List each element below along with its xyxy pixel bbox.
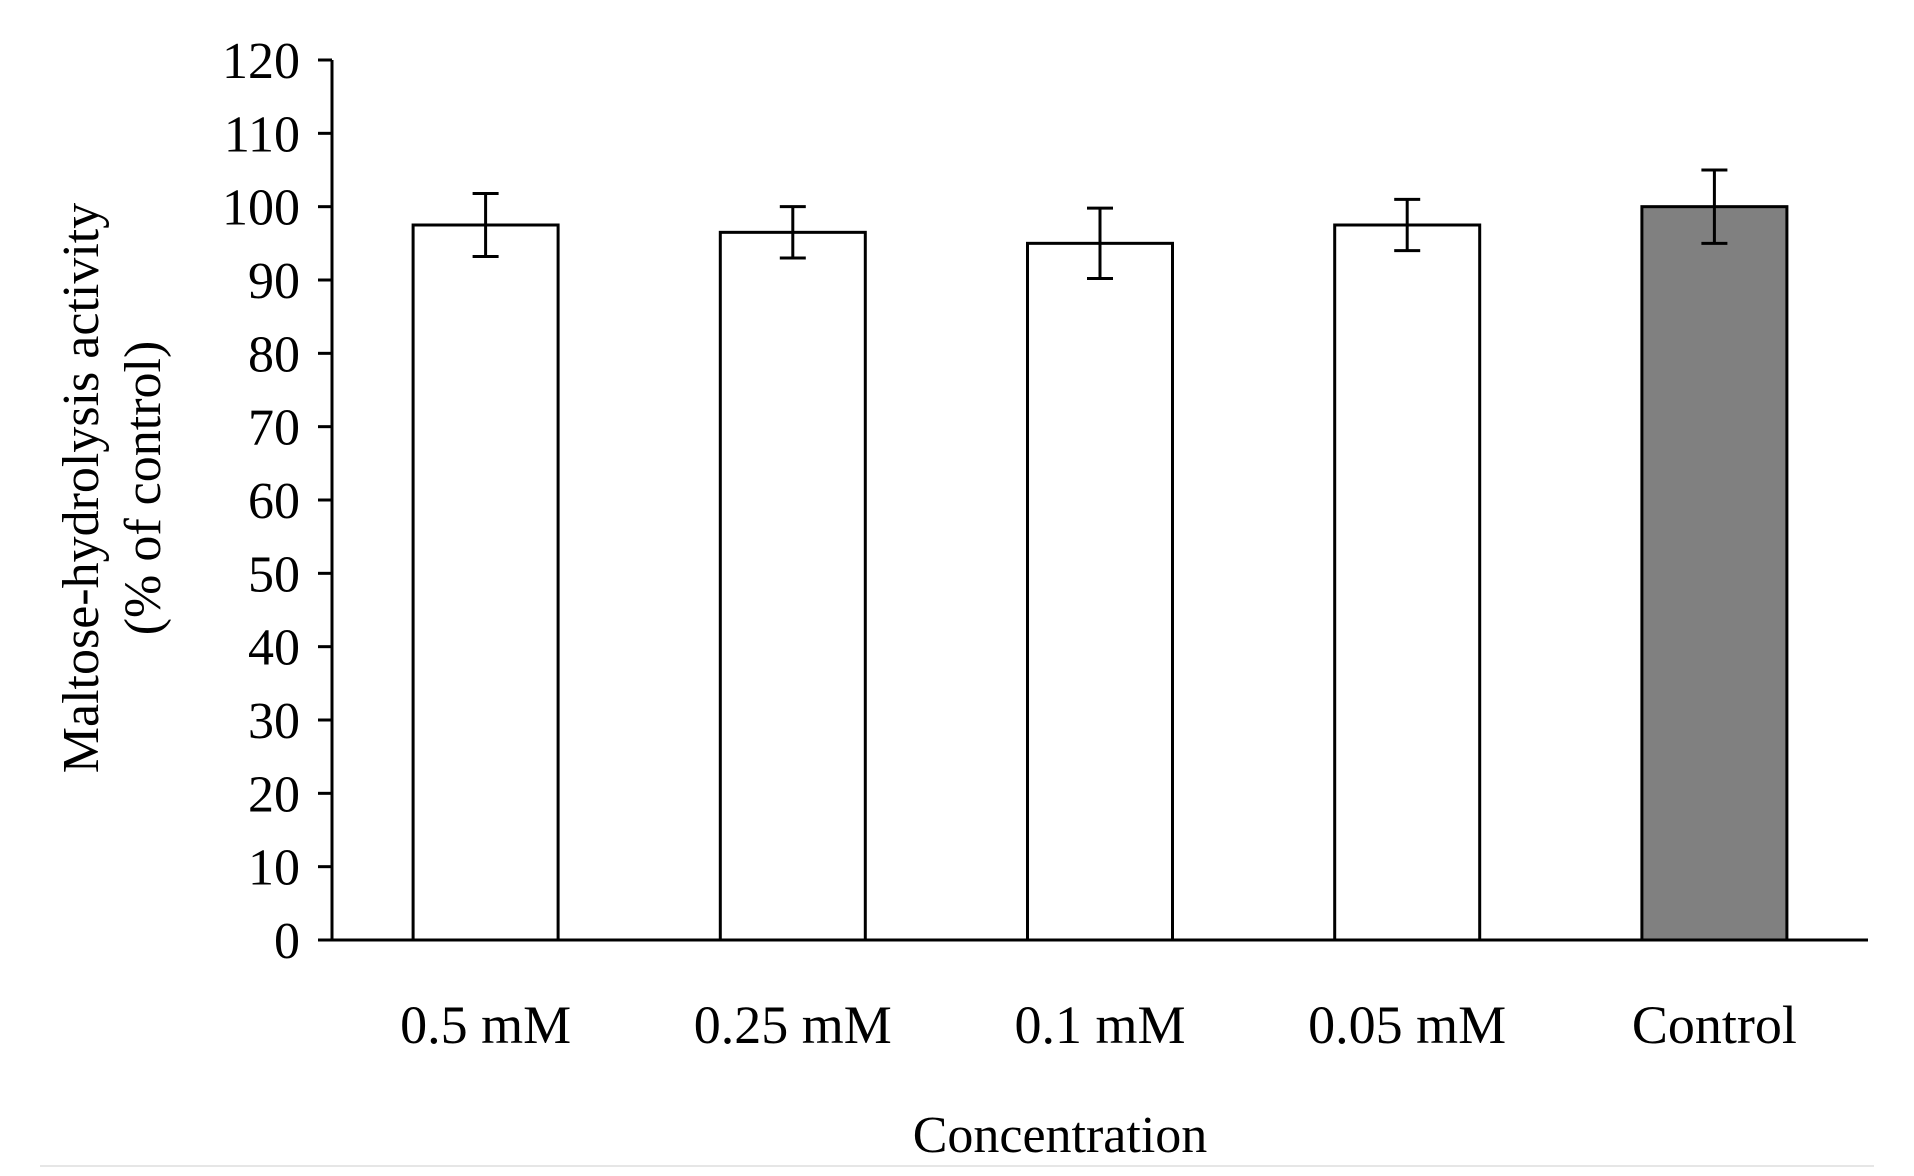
y-tick-label: 30 (248, 693, 300, 750)
y-axis-ticks: 0 10 20 30 40 50 60 70 80 90 100 110 120 (222, 33, 332, 970)
x-axis-tick-labels: 0.5 mM 0.25 mM 0.1 mM 0.05 mM Control (400, 995, 1797, 1055)
bars (411, 205, 1789, 942)
bar-0-5-mm (411, 223, 560, 942)
x-tick-label: 0.1 mM (1014, 995, 1185, 1055)
x-tick-label: 0.05 mM (1308, 995, 1506, 1055)
y-tick-label: 100 (222, 180, 300, 237)
error-bars (472, 168, 1728, 281)
y-tick-label: 40 (248, 620, 300, 677)
bar-0-25-mm (718, 230, 867, 942)
y-tick-label: 10 (248, 840, 300, 897)
y-axis-title-unit: (% of control) (115, 341, 172, 636)
y-tick-label: 90 (248, 253, 300, 310)
y-tick-label: 50 (248, 546, 300, 603)
x-axis-title: Concentration (913, 1107, 1208, 1164)
y-tick-label: 70 (248, 400, 300, 457)
y-tick-label: 0 (274, 913, 300, 970)
bar-0-05-mm (1333, 223, 1482, 942)
y-tick-label: 20 (248, 766, 300, 823)
y-tick-label: 110 (224, 106, 300, 163)
x-tick-label: Control (1632, 995, 1797, 1055)
y-axis-title: Maltose-hydrolysis activity (53, 203, 110, 773)
bar-control (1640, 205, 1789, 942)
bar-0-1-mm (1026, 241, 1174, 942)
y-tick-label: 80 (248, 326, 300, 383)
x-tick-label: 0.5 mM (400, 995, 571, 1055)
y-tick-label: 60 (248, 473, 300, 530)
x-tick-label: 0.25 mM (694, 995, 892, 1055)
y-tick-label: 120 (222, 33, 300, 90)
